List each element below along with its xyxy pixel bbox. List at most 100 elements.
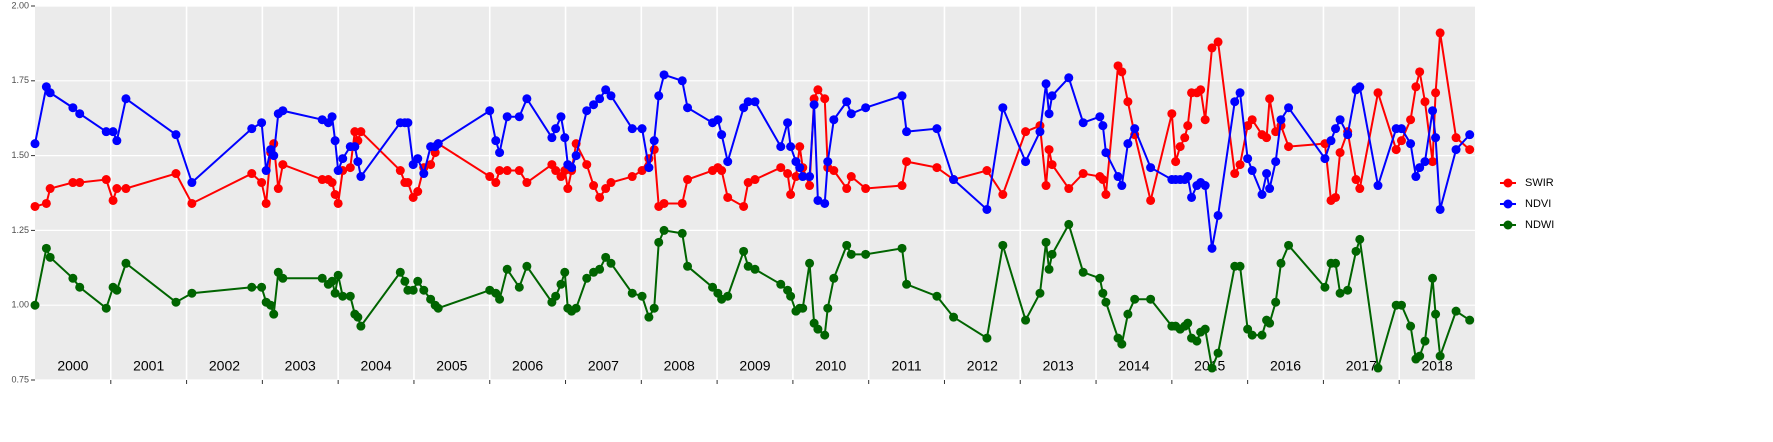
data-point bbox=[1230, 97, 1240, 107]
data-point bbox=[998, 240, 1008, 250]
data-point bbox=[902, 157, 912, 167]
data-point bbox=[45, 184, 55, 194]
data-point bbox=[333, 166, 343, 176]
data-point bbox=[1098, 121, 1108, 131]
data-point bbox=[743, 261, 753, 271]
data-point bbox=[659, 225, 669, 235]
data-point bbox=[333, 198, 343, 208]
x-tick-label: 2010 bbox=[815, 358, 846, 374]
data-point bbox=[982, 204, 992, 214]
data-point bbox=[45, 252, 55, 262]
data-point bbox=[1196, 85, 1206, 95]
data-point bbox=[269, 151, 279, 161]
data-point bbox=[897, 91, 907, 101]
data-point bbox=[1200, 181, 1210, 191]
data-point bbox=[723, 157, 733, 167]
data-point bbox=[776, 142, 786, 152]
x-tick-label: 2003 bbox=[285, 358, 316, 374]
data-point bbox=[1451, 145, 1461, 155]
data-point bbox=[261, 198, 271, 208]
data-point bbox=[717, 166, 727, 176]
data-point bbox=[171, 130, 181, 140]
data-point bbox=[1326, 136, 1336, 146]
data-point bbox=[1351, 175, 1361, 185]
x-tick-label: 2018 bbox=[1422, 358, 1453, 374]
data-point bbox=[1276, 258, 1286, 268]
data-point bbox=[1335, 115, 1345, 125]
data-point bbox=[1396, 136, 1406, 146]
data-point bbox=[1355, 234, 1365, 244]
data-point bbox=[820, 94, 830, 104]
data-point bbox=[556, 279, 566, 289]
x-tick-label: 2000 bbox=[57, 358, 88, 374]
data-point bbox=[1146, 163, 1156, 173]
data-point bbox=[514, 282, 524, 292]
data-point bbox=[786, 142, 796, 152]
data-point bbox=[345, 291, 355, 301]
data-point bbox=[902, 127, 912, 137]
data-point bbox=[1465, 130, 1475, 140]
data-point bbox=[403, 118, 413, 128]
data-point bbox=[659, 70, 669, 80]
data-point bbox=[1098, 288, 1108, 298]
data-point bbox=[820, 330, 830, 340]
data-point bbox=[861, 184, 871, 194]
data-point bbox=[739, 201, 749, 211]
data-point bbox=[1420, 97, 1430, 107]
data-point bbox=[261, 166, 271, 176]
data-point bbox=[1373, 181, 1383, 191]
data-point bbox=[563, 184, 573, 194]
data-point bbox=[413, 154, 423, 164]
data-point bbox=[677, 228, 687, 238]
data-point bbox=[1265, 94, 1275, 104]
data-point bbox=[949, 175, 959, 185]
data-point bbox=[68, 273, 78, 283]
data-point bbox=[522, 178, 532, 188]
data-point bbox=[1123, 139, 1133, 149]
data-point bbox=[683, 261, 693, 271]
data-point bbox=[949, 312, 959, 322]
data-point bbox=[998, 189, 1008, 199]
data-point bbox=[982, 166, 992, 176]
data-point bbox=[1064, 184, 1074, 194]
data-point bbox=[338, 154, 348, 164]
data-point bbox=[932, 291, 942, 301]
data-point bbox=[1235, 261, 1245, 271]
data-point bbox=[266, 300, 276, 310]
data-point bbox=[278, 160, 288, 170]
data-point bbox=[1271, 127, 1281, 137]
data-point bbox=[1041, 79, 1051, 89]
data-point bbox=[601, 252, 611, 262]
data-point bbox=[1098, 175, 1108, 185]
data-point bbox=[317, 273, 327, 283]
data-point bbox=[1044, 145, 1054, 155]
y-tick-label: 1.00 bbox=[11, 300, 29, 310]
data-point bbox=[842, 240, 852, 250]
data-point bbox=[551, 166, 561, 176]
data-point bbox=[1200, 115, 1210, 125]
data-point bbox=[1420, 157, 1430, 167]
data-point bbox=[556, 112, 566, 122]
data-point bbox=[1101, 148, 1111, 158]
data-point bbox=[1428, 106, 1438, 116]
data-point bbox=[677, 198, 687, 208]
data-point bbox=[649, 136, 659, 146]
data-point bbox=[902, 279, 912, 289]
data-point bbox=[278, 273, 288, 283]
data-point bbox=[1284, 240, 1294, 250]
data-point bbox=[257, 282, 267, 292]
data-point bbox=[495, 148, 505, 158]
data-point bbox=[112, 184, 122, 194]
data-point bbox=[606, 258, 616, 268]
data-point bbox=[654, 237, 664, 247]
data-point bbox=[1183, 121, 1193, 131]
data-point bbox=[395, 166, 405, 176]
data-point bbox=[1265, 318, 1275, 328]
data-point bbox=[1113, 172, 1123, 182]
data-point bbox=[1247, 330, 1257, 340]
data-point bbox=[783, 169, 793, 179]
data-point bbox=[571, 303, 581, 313]
data-point bbox=[998, 103, 1008, 113]
data-point bbox=[257, 178, 267, 188]
data-point bbox=[897, 181, 907, 191]
